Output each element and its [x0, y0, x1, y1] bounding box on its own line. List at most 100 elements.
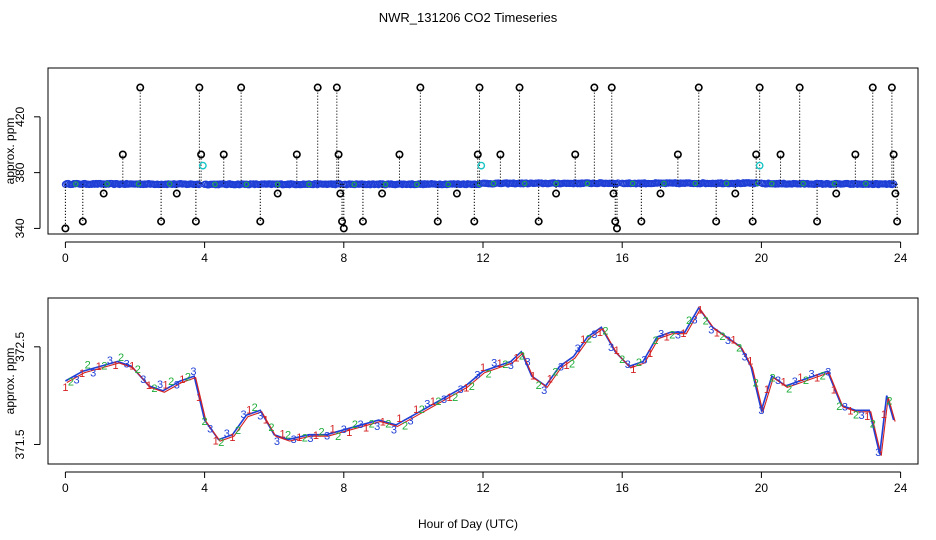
top-baseline-green-point — [692, 180, 698, 187]
bottom-marker-label: 3 — [808, 369, 814, 381]
top-baseline-green-point — [553, 180, 559, 187]
bottom-marker-label: 2 — [552, 366, 558, 378]
top-baseline-green-point — [723, 180, 730, 187]
bottom-marker-label: 2 — [435, 396, 441, 408]
bottom-marker-label: 2 — [68, 376, 74, 388]
top-spike-point — [197, 150, 206, 159]
top-spike-point — [776, 150, 785, 159]
top-baseline-green-point — [274, 181, 281, 188]
bottom-marker-label: 1 — [497, 358, 503, 370]
top-baseline-green-point — [104, 181, 110, 187]
top-spike-point — [157, 217, 166, 226]
top-spike-point — [607, 83, 616, 92]
bottom-marker-label: 2 — [653, 335, 659, 347]
bottom-marker-label: 1 — [79, 368, 85, 380]
bottom-plot-frame — [47, 297, 919, 465]
bottom-marker-label: 2 — [335, 431, 341, 443]
bottom-marker-label: 2 — [519, 350, 525, 362]
bottom-marker-label: 3 — [541, 385, 547, 397]
top-spike-point — [292, 150, 301, 159]
bottom-x-tick-label: 12 — [476, 481, 490, 495]
top-baseline-green-point — [382, 181, 389, 188]
bottom-marker-label: 2 — [502, 359, 508, 371]
bottom-marker-label: 2 — [452, 392, 458, 404]
top-baseline-green-point — [243, 181, 250, 188]
top-baseline-green-point — [769, 180, 775, 187]
bottom-marker-label: 1 — [396, 413, 402, 425]
top-spike-point — [237, 83, 246, 92]
top-baseline-green-point — [490, 180, 497, 187]
bottom-marker-label: 3 — [174, 379, 180, 391]
bottom-marker-label: 2 — [703, 315, 709, 327]
bottom-marker-label: 2 — [602, 325, 608, 337]
bottom-marker-label: 2 — [402, 421, 408, 433]
top-spike-point — [887, 83, 896, 92]
bottom-marker-label: 3 — [608, 342, 614, 354]
bottom-marker-label: 2 — [369, 418, 375, 430]
bottom-marker-label: 2 — [101, 360, 107, 372]
top-baseline-green-point — [584, 180, 591, 187]
bottom-marker-label: 3 — [842, 401, 848, 413]
bottom-marker-label: 1 — [781, 377, 787, 389]
bottom-marker-label: 2 — [168, 376, 174, 388]
top-y-tick-label: 340 — [13, 218, 27, 238]
top-spike-point — [99, 189, 108, 198]
top-plot-frame — [47, 67, 919, 235]
bottom-marker-label: 2 — [318, 426, 324, 438]
top-spike-point — [118, 150, 127, 159]
top-spike-point — [795, 83, 804, 92]
bottom-marker-label: 3 — [508, 360, 514, 372]
bottom-marker-label: 2 — [870, 419, 876, 431]
bottom-marker-label: 1 — [680, 328, 686, 340]
bottom-marker-label: 2 — [686, 315, 692, 327]
top-baseline-green-point — [800, 180, 806, 187]
bottom-marker-label: 2 — [769, 373, 775, 385]
bottom-marker-label: 3 — [124, 359, 130, 371]
bottom-marker-label: 1 — [146, 380, 152, 392]
bottom-marker-label: 3 — [241, 409, 247, 421]
bottom-marker-label: 1 — [447, 392, 453, 404]
bottom-marker-label: 3 — [307, 433, 313, 445]
top-spike-point — [496, 150, 505, 159]
bottom-marker-label: 1 — [480, 362, 486, 374]
top-spike-point — [191, 217, 200, 226]
top-y-tick-label: 420 — [13, 106, 27, 126]
top-spike-point — [195, 83, 204, 92]
top-flagged-point — [198, 161, 207, 170]
top-spike-point — [256, 217, 265, 226]
bottom-marker-label: 3 — [274, 436, 280, 448]
bottom-marker-label: 3 — [742, 352, 748, 364]
bottom-marker-label: 2 — [302, 432, 308, 444]
bottom-marker-label: 2 — [636, 357, 642, 369]
bottom-marker-label: 3 — [257, 411, 263, 423]
bottom-marker-label: 2 — [252, 402, 258, 414]
top-baseline-green-point — [831, 180, 838, 187]
top-spike-point — [552, 189, 561, 198]
bottom-marker-label: 3 — [190, 366, 196, 378]
bottom-marker-label: 3 — [90, 368, 96, 380]
bottom-marker-label: 3 — [625, 359, 631, 371]
bottom-marker-label: 2 — [719, 331, 725, 343]
bottom-marker-label: 3 — [558, 361, 564, 373]
bottom-y-axis-title: approx. ppm — [3, 348, 17, 415]
top-spike-point — [694, 83, 703, 92]
top-spike-point — [313, 83, 322, 92]
x-axis-title: Hour of Day (UTC) — [418, 517, 518, 531]
bottom-marker-label: 1 — [62, 382, 68, 394]
top-baseline-green-point — [306, 181, 312, 188]
top-spike-point — [656, 189, 665, 198]
top-spike-point — [590, 83, 599, 92]
top-spike-point — [891, 189, 900, 198]
bottom-marker-label: 3 — [157, 379, 163, 391]
bottom-y-tick-label: 371.5 — [13, 429, 27, 459]
bottom-marker-label: 1 — [413, 404, 419, 416]
bottom-marker-label: 2 — [569, 358, 575, 370]
bottom-marker-label: 2 — [786, 383, 792, 395]
top-spike-point — [748, 217, 757, 226]
bottom-marker-label: 1 — [747, 355, 753, 367]
top-spike-point — [339, 224, 348, 233]
top-x-tick-label: 20 — [755, 251, 769, 265]
bottom-marker-label: 1 — [346, 427, 352, 439]
